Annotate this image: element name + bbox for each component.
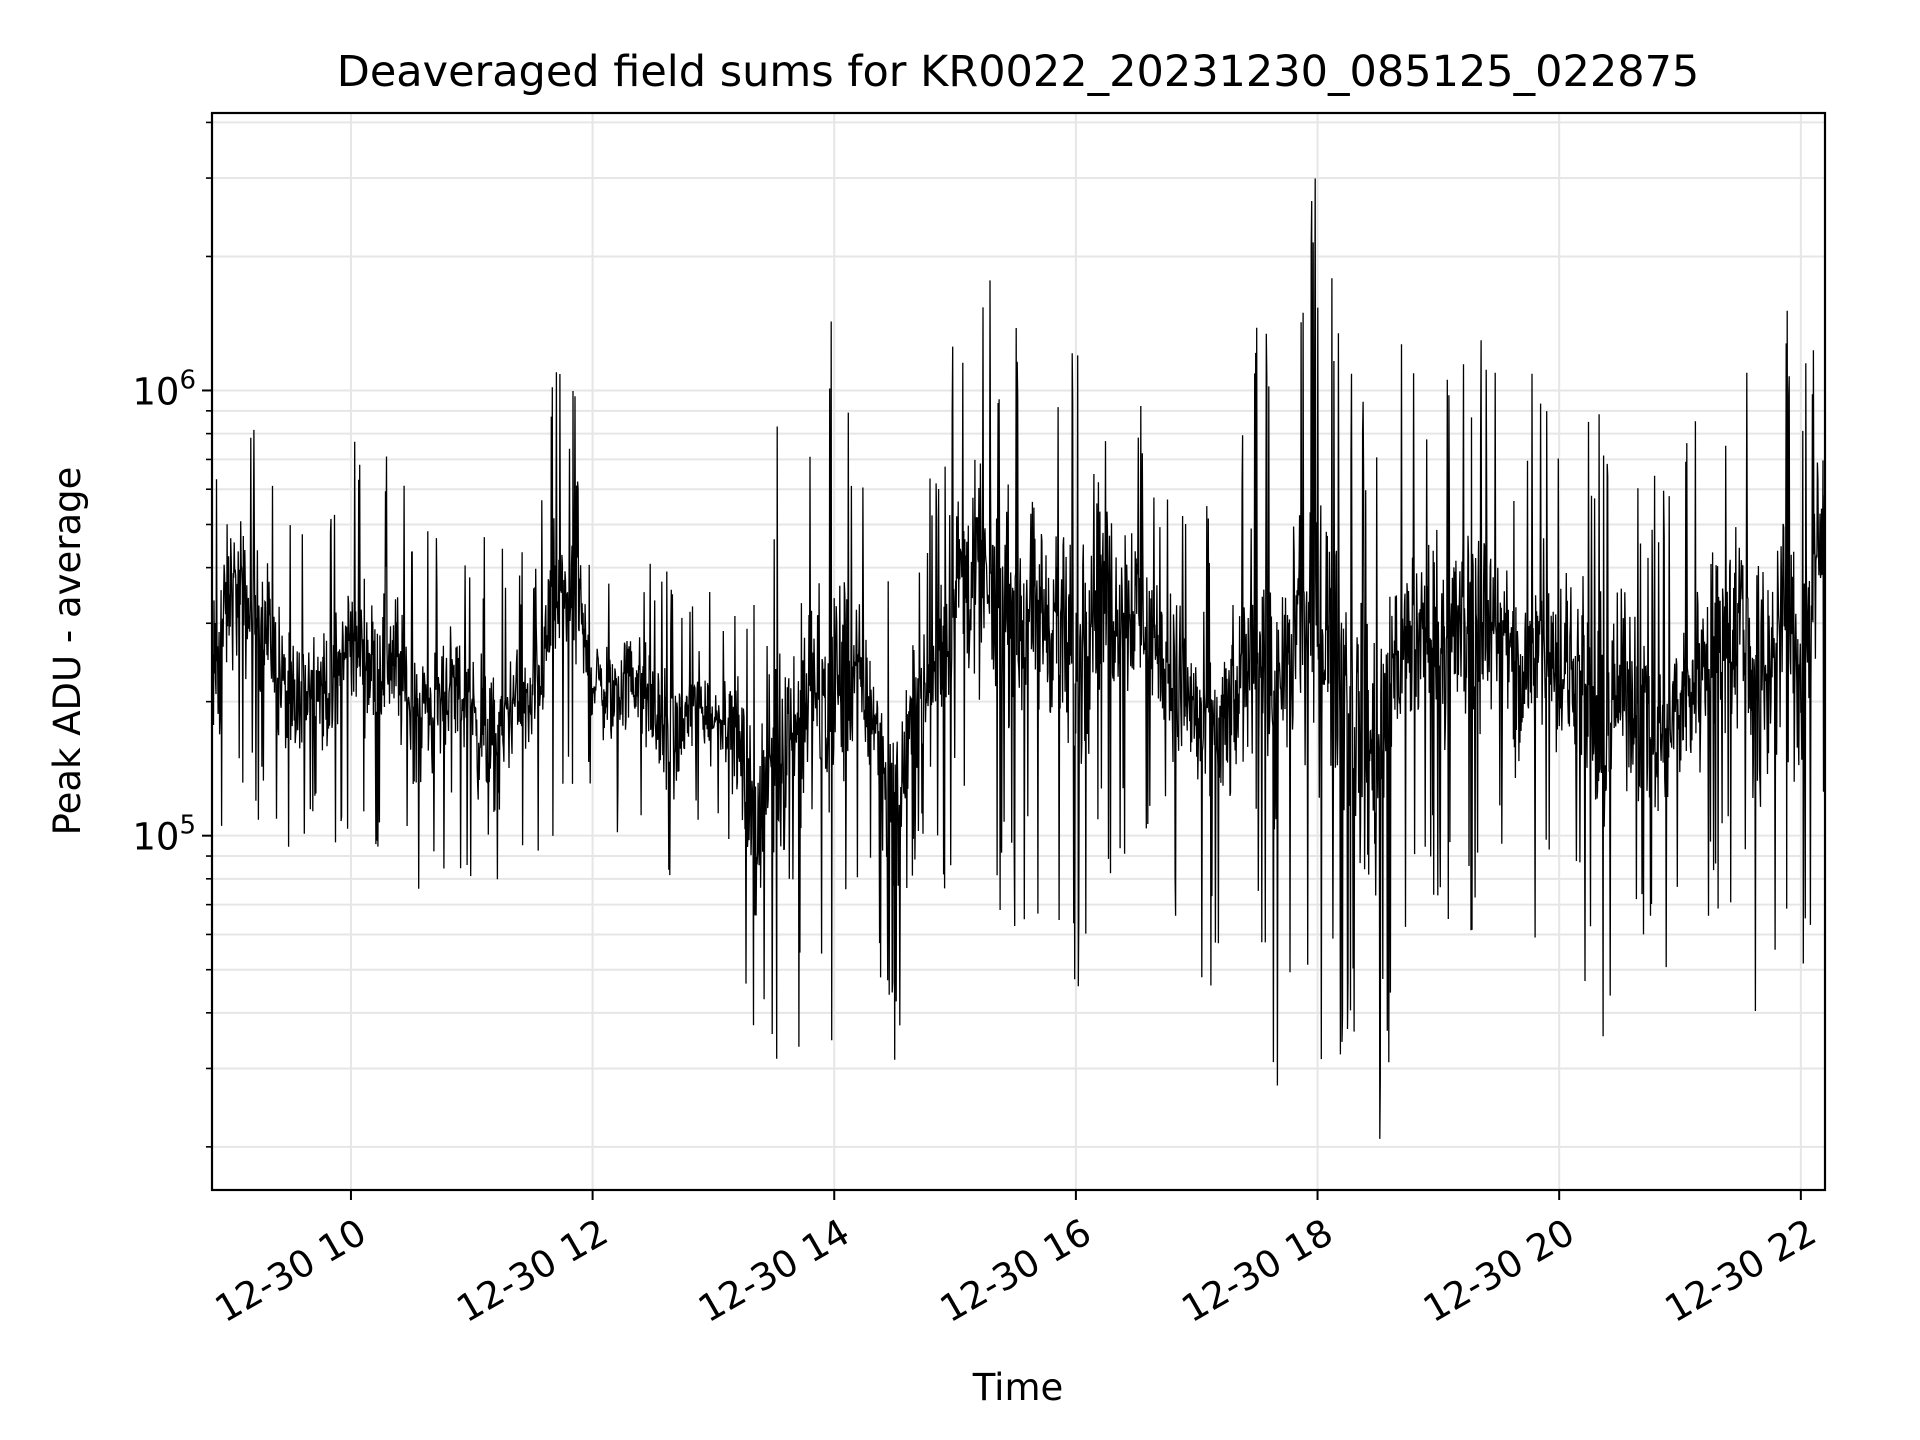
series-line [211, 178, 1826, 1139]
series-path [211, 178, 1826, 1139]
x-axis-label: Time [972, 1366, 1064, 1409]
y-axis-label: Peak ADU - average [46, 467, 89, 836]
chart-title: Deaveraged field sums for KR0022_2023123… [337, 47, 1700, 97]
plot-frame [210, 111, 1827, 1192]
